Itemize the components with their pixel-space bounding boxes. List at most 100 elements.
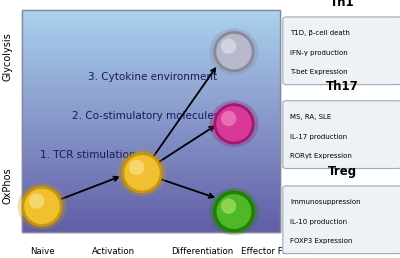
- Bar: [22, 204, 280, 205]
- Text: IL-10 production: IL-10 production: [290, 219, 347, 225]
- Bar: [22, 79, 280, 80]
- Bar: [22, 141, 280, 142]
- Bar: [22, 166, 280, 167]
- Bar: [22, 127, 280, 128]
- Bar: [22, 222, 280, 223]
- Bar: [22, 203, 280, 204]
- Bar: [22, 62, 280, 63]
- Bar: [22, 53, 280, 54]
- Bar: [22, 128, 280, 129]
- Bar: [22, 39, 280, 40]
- Text: IFN-γ production: IFN-γ production: [290, 50, 348, 56]
- Bar: [22, 115, 280, 116]
- FancyBboxPatch shape: [283, 17, 400, 85]
- Bar: [22, 126, 280, 127]
- Bar: [22, 220, 280, 221]
- Bar: [22, 118, 280, 119]
- Bar: [22, 172, 280, 173]
- Bar: [22, 180, 280, 181]
- Bar: [22, 71, 280, 72]
- Bar: [22, 174, 280, 175]
- Bar: [22, 58, 280, 59]
- Bar: [22, 108, 280, 109]
- Bar: [22, 107, 280, 108]
- Bar: [22, 61, 280, 62]
- Bar: [22, 192, 280, 193]
- Bar: [22, 113, 280, 114]
- Bar: [22, 95, 280, 96]
- Bar: [22, 227, 280, 228]
- Bar: [22, 219, 280, 220]
- Bar: [22, 125, 280, 126]
- Bar: [22, 51, 280, 52]
- Bar: [22, 67, 280, 68]
- Bar: [22, 157, 280, 158]
- Bar: [22, 30, 280, 31]
- Text: RORγt Expression: RORγt Expression: [290, 153, 352, 159]
- Bar: [22, 228, 280, 229]
- Bar: [22, 122, 280, 123]
- Bar: [22, 182, 280, 183]
- Bar: [22, 12, 280, 13]
- Bar: [22, 124, 280, 125]
- Bar: [22, 80, 280, 81]
- Bar: [22, 57, 280, 58]
- Bar: [22, 72, 280, 73]
- Bar: [22, 14, 280, 15]
- Bar: [22, 231, 280, 232]
- Bar: [22, 111, 280, 112]
- Bar: [22, 209, 280, 210]
- Bar: [22, 176, 280, 177]
- Bar: [22, 104, 280, 105]
- Ellipse shape: [221, 198, 236, 214]
- Bar: [22, 146, 280, 147]
- Bar: [22, 93, 280, 94]
- Bar: [22, 190, 280, 191]
- Bar: [22, 21, 280, 22]
- Bar: [22, 194, 280, 195]
- Bar: [22, 225, 280, 226]
- Bar: [22, 15, 280, 16]
- Bar: [22, 69, 280, 70]
- Bar: [22, 163, 280, 164]
- Bar: [22, 38, 280, 39]
- Bar: [22, 196, 280, 197]
- Bar: [22, 75, 280, 76]
- Bar: [22, 55, 280, 56]
- Bar: [22, 156, 280, 157]
- Bar: [22, 183, 280, 184]
- Bar: [22, 199, 280, 200]
- Bar: [22, 135, 280, 136]
- Bar: [22, 29, 280, 30]
- Ellipse shape: [221, 38, 236, 54]
- Bar: [22, 229, 280, 230]
- Bar: [22, 184, 280, 185]
- Bar: [22, 40, 280, 41]
- Bar: [22, 187, 280, 188]
- Bar: [22, 134, 280, 135]
- Bar: [22, 46, 280, 47]
- Bar: [22, 77, 280, 78]
- Text: OxPhos: OxPhos: [2, 167, 12, 204]
- Bar: [22, 160, 280, 161]
- Bar: [22, 221, 280, 222]
- Bar: [22, 181, 280, 182]
- Bar: [22, 223, 280, 224]
- Bar: [22, 120, 280, 121]
- Bar: [22, 60, 280, 61]
- Bar: [22, 131, 280, 132]
- Bar: [22, 44, 280, 45]
- Bar: [22, 92, 280, 93]
- Bar: [22, 148, 280, 149]
- Bar: [22, 149, 280, 150]
- Bar: [22, 36, 280, 37]
- Bar: [22, 59, 280, 60]
- Bar: [22, 165, 280, 166]
- Bar: [22, 207, 280, 208]
- Bar: [22, 97, 280, 98]
- Bar: [22, 133, 280, 134]
- Bar: [22, 106, 280, 107]
- Bar: [22, 74, 280, 75]
- Text: Differentiation: Differentiation: [171, 247, 233, 256]
- Bar: [22, 208, 280, 209]
